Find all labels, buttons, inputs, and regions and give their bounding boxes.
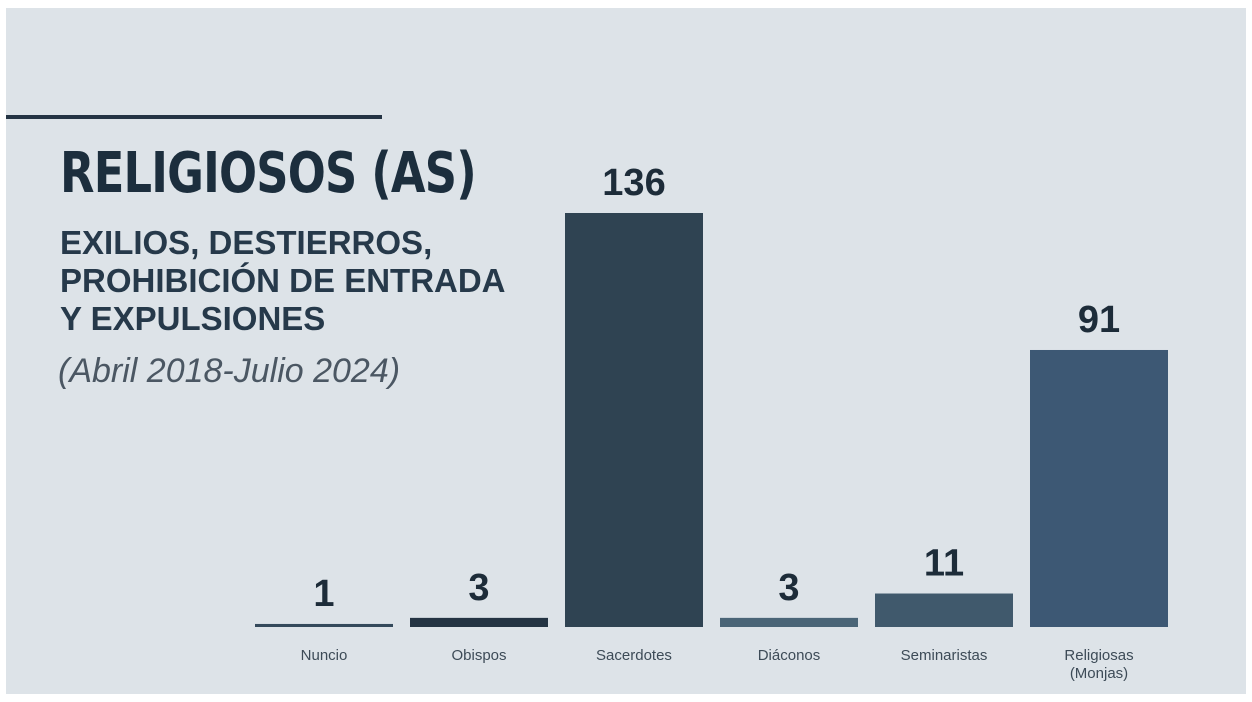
subtitle-line-3: Y EXPULSIONES [60, 300, 326, 337]
category-label-diaconos: Diáconos [758, 647, 821, 664]
value-label-diaconos: 3 [778, 567, 799, 609]
bar-seminaristas [875, 593, 1013, 627]
chart-title: RELIGIOSOS (AS) [60, 141, 477, 206]
category-label-religiosas-monjas-line-2: (Monjas) [1070, 665, 1128, 682]
value-label-seminaristas: 11 [924, 543, 964, 585]
category-label-nuncio: Nuncio [301, 647, 348, 664]
value-label-nuncio: 1 [313, 573, 334, 615]
bar-nuncio [255, 623, 393, 627]
bar-diaconos [720, 617, 858, 627]
subtitle-line-1: EXILIOS, DESTIERROS, [60, 224, 433, 261]
bar-religiosas-monjas [1030, 349, 1168, 627]
category-label-religiosas-monjas-line-1: Religiosas [1064, 647, 1133, 664]
bar-obispos [410, 617, 548, 627]
bar-sacerdotes [565, 213, 703, 627]
value-label-obispos: 3 [468, 567, 489, 609]
category-label-sacerdotes: Sacerdotes [596, 647, 672, 664]
bar-chart: 1 Nuncio 3 Obispos 136 Sacerdotes 3 Diáconos 11 S… [255, 162, 1168, 682]
accent-rule [6, 115, 382, 119]
value-label-religiosas-monjas: 91 [1078, 299, 1120, 341]
date-range: (Abril 2018-Julio 2024) [58, 352, 401, 390]
infographic-canvas: RELIGIOSOS (AS) EXILIOS, DESTIERROS, PRO… [6, 8, 1246, 694]
category-label-seminaristas: Seminaristas [901, 647, 988, 664]
value-label-sacerdotes: 136 [602, 162, 665, 204]
category-label-obispos: Obispos [451, 647, 506, 664]
chart-subtitle: EXILIOS, DESTIERROS, PROHIBICIÓN DE ENTR… [60, 224, 506, 338]
subtitle-line-2: PROHIBICIÓN DE ENTRADA [60, 262, 506, 299]
